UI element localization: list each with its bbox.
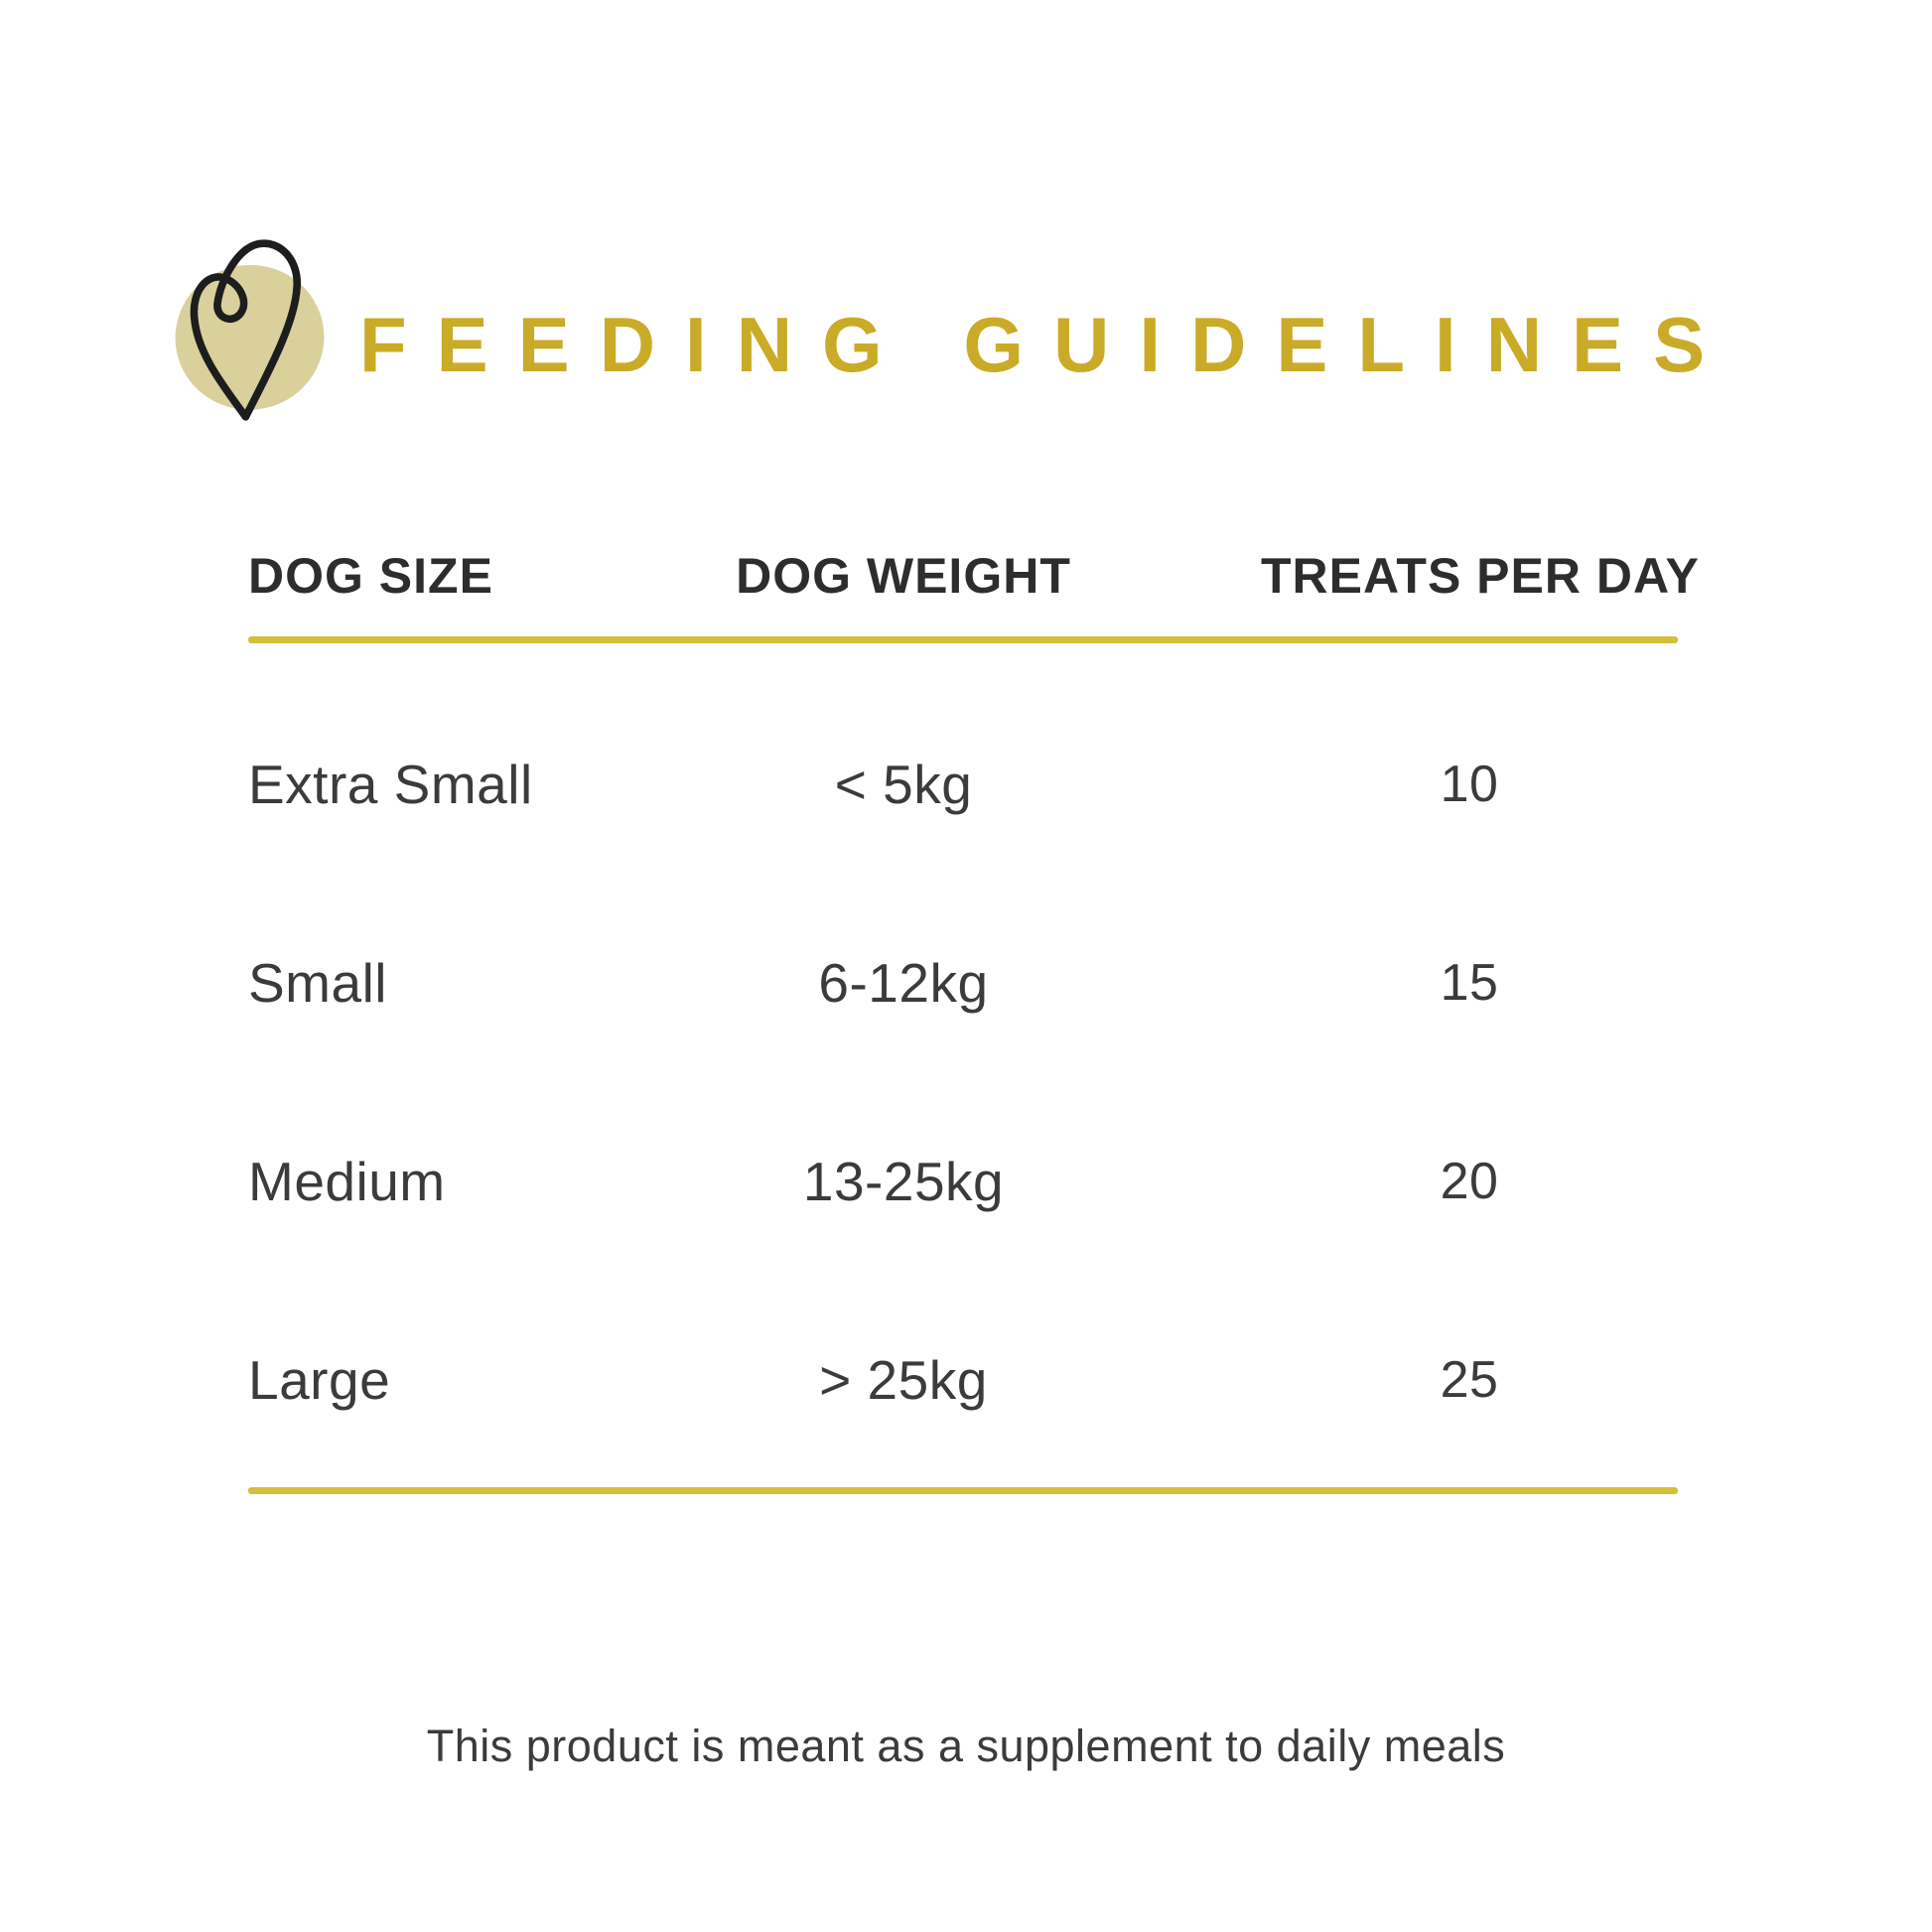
heart-outline — [190, 239, 301, 421]
blob-shape — [175, 264, 325, 410]
divider-bottom — [248, 1487, 1678, 1494]
cell-weight: > 25kg — [819, 1349, 988, 1411]
cell-weight: 6-12kg — [818, 952, 989, 1014]
cell-treats: 25 — [1440, 1351, 1499, 1409]
divider-top — [248, 636, 1678, 643]
cell-size: Extra Small — [248, 754, 533, 815]
supplement-note: This product is meant as a supplement to… — [426, 1721, 1506, 1771]
cell-size: Medium — [248, 1151, 446, 1212]
cell-weight: < 5kg — [834, 754, 973, 815]
cell-size: Small — [248, 952, 388, 1014]
cell-treats: 10 — [1440, 756, 1499, 813]
feeding-table: DOG SIZE DOG WEIGHT TREATS PER DAY Extra… — [248, 541, 1700, 1494]
table-header-row: DOG SIZE DOG WEIGHT TREATS PER DAY — [248, 541, 1700, 611]
heart-icon — [175, 239, 325, 421]
cell-treats: 20 — [1440, 1153, 1499, 1210]
page-title: FEEDING GUIDELINES — [359, 301, 1735, 388]
cell-treats: 15 — [1440, 954, 1499, 1012]
cell-weight: 13-25kg — [802, 1151, 1005, 1212]
table-row: Large > 25kg 25 — [248, 1281, 1678, 1479]
column-header-dog-size: DOG SIZE — [248, 548, 493, 604]
column-header-treats-per-day: TREATS PER DAY — [1261, 548, 1700, 604]
table-row: Small 6-12kg 15 — [248, 884, 1678, 1082]
table-row: Medium 13-25kg 20 — [248, 1082, 1678, 1281]
column-header-dog-weight: DOG WEIGHT — [736, 548, 1071, 604]
table-row: Extra Small < 5kg 10 — [248, 685, 1678, 884]
cell-size: Large — [248, 1349, 391, 1411]
